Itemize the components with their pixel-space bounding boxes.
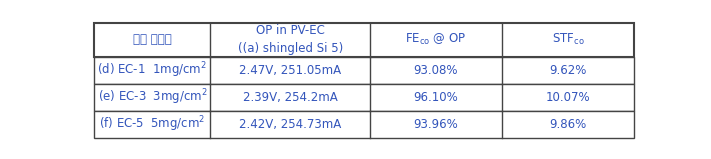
Text: 2.47V, 251.05mA: 2.47V, 251.05mA bbox=[239, 64, 341, 77]
Text: 2.39V, 254.2mA: 2.39V, 254.2mA bbox=[242, 91, 338, 104]
Text: 2.42V, 254.73mA: 2.42V, 254.73mA bbox=[239, 118, 341, 131]
Text: 10.07%: 10.07% bbox=[546, 91, 591, 104]
Bar bbox=[95, 23, 634, 57]
Bar bbox=[95, 57, 634, 84]
Text: FE$_{\rm co}$ @ OP: FE$_{\rm co}$ @ OP bbox=[405, 32, 466, 47]
Text: 93.08%: 93.08% bbox=[414, 64, 458, 77]
Text: 9.62%: 9.62% bbox=[550, 64, 587, 77]
Text: (f) EC-5  5mg/cm$^2$: (f) EC-5 5mg/cm$^2$ bbox=[100, 114, 205, 134]
Bar bbox=[95, 111, 634, 138]
Text: 9.86%: 9.86% bbox=[550, 118, 587, 131]
Text: OP in PV-EC
((a) shingled Si 5): OP in PV-EC ((a) shingled Si 5) bbox=[237, 24, 343, 55]
Text: 촉매 로딩량: 촉매 로딩량 bbox=[133, 33, 172, 46]
Text: (d) EC-1  1mg/cm$^2$: (d) EC-1 1mg/cm$^2$ bbox=[97, 60, 208, 80]
Text: 93.96%: 93.96% bbox=[414, 118, 459, 131]
Text: (e) EC-3  3mg/cm$^2$: (e) EC-3 3mg/cm$^2$ bbox=[97, 87, 207, 107]
Text: STF$_{\rm co}$: STF$_{\rm co}$ bbox=[552, 32, 584, 47]
Bar bbox=[95, 84, 634, 111]
Text: 96.10%: 96.10% bbox=[414, 91, 459, 104]
